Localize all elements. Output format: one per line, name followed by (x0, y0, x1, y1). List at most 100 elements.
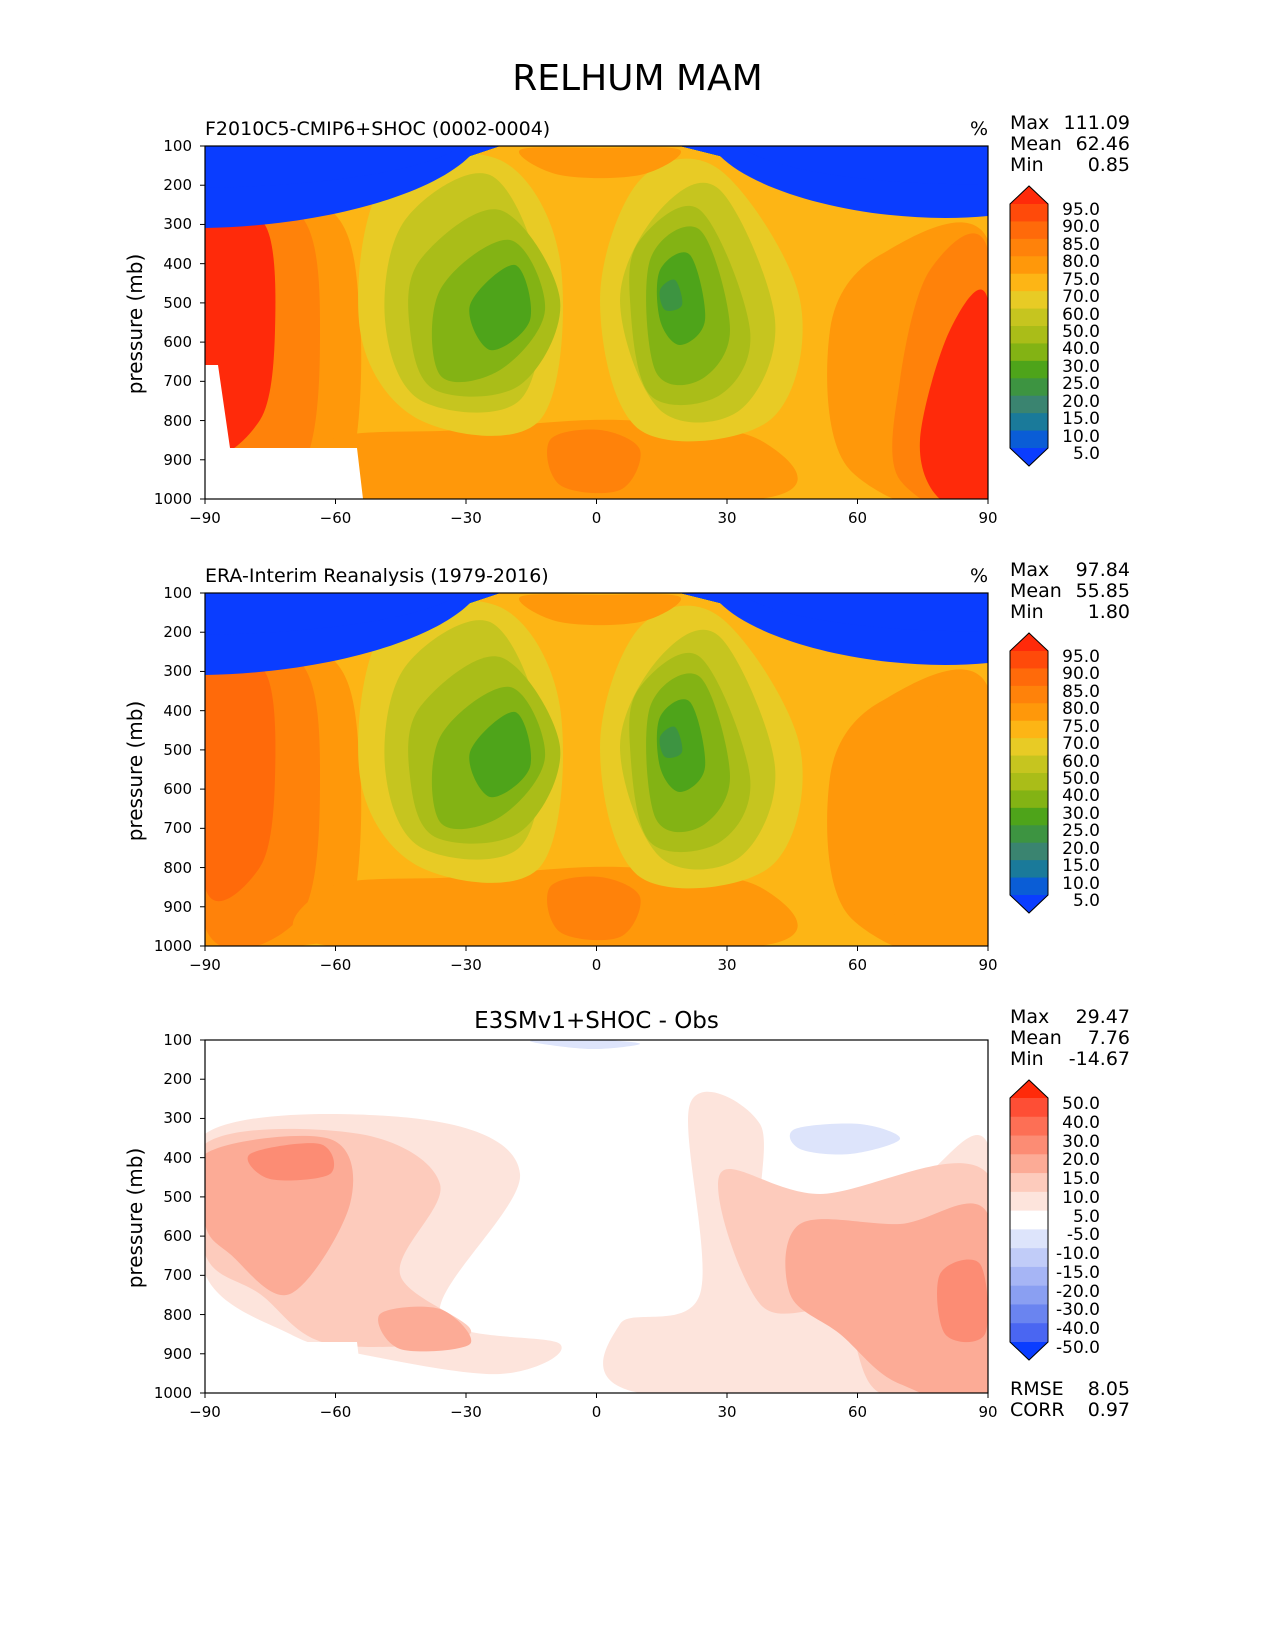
x-tick-label: 0 (591, 509, 602, 527)
colorbar-label: 10.0 (1062, 873, 1100, 894)
y-tick-label: 300 (163, 1109, 192, 1128)
colorbar-label: 95.0 (1062, 647, 1100, 667)
colorbar-segment (1010, 1173, 1048, 1193)
colorbar-label: 5.0 (1072, 444, 1100, 464)
stat-label: Min (1010, 1048, 1044, 1070)
y-tick-label: 700 (163, 819, 192, 838)
stat-value: 97.84 (1075, 559, 1130, 581)
y-tick-label: 1000 (153, 937, 192, 955)
colorbar-segment (1010, 720, 1048, 739)
y-tick-label: 700 (163, 372, 192, 391)
colorbar-extend-max (1010, 633, 1048, 651)
metric-corr: CORR 0.97 (1010, 1399, 1130, 1421)
colorbar-label: 40.0 (1062, 786, 1100, 807)
y-tick-label: 900 (163, 897, 192, 916)
x-tick-label: 60 (847, 509, 868, 527)
colorbar-extend-min (1010, 895, 1048, 913)
colorbar-label: 70.0 (1062, 734, 1100, 755)
colorbar-extend-max (1010, 1080, 1048, 1098)
colorbar-outline (1009, 1079, 1049, 1361)
y-tick-label: 100 (163, 137, 192, 155)
colorbar-label: 20.0 (1062, 838, 1100, 859)
colorbar-segment (1010, 651, 1048, 669)
colorbar-segment (1010, 221, 1048, 240)
stat-label: Mean (1010, 580, 1062, 602)
stat-value: 55.85 (1075, 580, 1130, 602)
colorbar-segment (1010, 238, 1048, 257)
y-tick-label: 600 (163, 333, 192, 352)
colorbar-label: 25.0 (1062, 374, 1100, 395)
x-tick-label: 60 (847, 1403, 868, 1421)
colorbar-segment (1010, 326, 1048, 344)
stat-value: 29.47 (1075, 1006, 1130, 1028)
colorbar-segment (1010, 1210, 1048, 1230)
colorbar-label: 50.0 (1062, 769, 1100, 789)
y-tick-label: 200 (163, 623, 192, 642)
contour-field (205, 1040, 988, 1393)
x-tick-label: −90 (189, 956, 221, 974)
colorbar-segment (1010, 703, 1048, 722)
colorbar-segment (1010, 291, 1048, 310)
chart-panel-1: F2010C5-CMIP6+SHOC (0002-0004)% Max 111.09… (0, 0, 1275, 527)
colorbar-segment (1010, 1323, 1048, 1343)
colorbar-label: 10.0 (1062, 1187, 1100, 1208)
colorbar-label: 85.0 (1062, 234, 1100, 255)
colorbar-label: 95.0 (1062, 200, 1100, 220)
colorbar-segment (1010, 430, 1048, 449)
colorbar-segment (1010, 860, 1048, 879)
contour-field (205, 593, 988, 946)
colorbar-segment (1010, 1191, 1048, 1212)
colorbar-label: -30.0 (1056, 1300, 1100, 1321)
stat-label: Max (1010, 112, 1050, 134)
stat-value: 7.76 (1087, 1027, 1130, 1049)
colorbar-segment (1010, 1154, 1048, 1174)
x-tick-label: −90 (189, 509, 221, 527)
y-tick-label: 1000 (153, 490, 192, 508)
y-tick-label: 700 (163, 1266, 192, 1285)
colorbar-segment (1010, 1266, 1048, 1287)
stat-mean: Mean 7.76 (1010, 1027, 1130, 1049)
panel-title: F2010C5-CMIP6+SHOC (0002-0004) (205, 118, 551, 140)
y-tick-label: 500 (163, 1187, 192, 1206)
x-tick-label: −30 (450, 956, 482, 974)
colorbar-label: 80.0 (1062, 699, 1100, 720)
x-tick-label: 90 (978, 1403, 998, 1421)
colorbar-label: 30.0 (1062, 356, 1100, 377)
colorbar (1009, 185, 1049, 467)
colorbar-segment (1010, 807, 1048, 826)
x-tick-label: 60 (847, 956, 868, 974)
contour-field (205, 146, 988, 499)
stat-label: Max (1010, 1006, 1050, 1028)
colorbar-label: 25.0 (1062, 821, 1100, 842)
y-tick-label: 200 (163, 176, 192, 195)
x-tick-label: 0 (591, 1403, 602, 1421)
colorbar-label: 20.0 (1062, 391, 1100, 412)
colorbar-label: 60.0 (1062, 304, 1100, 325)
colorbar-label: -10.0 (1056, 1244, 1100, 1265)
y-tick-label: 400 (163, 1148, 192, 1167)
stat-value: 62.46 (1075, 133, 1130, 155)
chart-panel-2: ERA-Interim Reanalysis (1979-2016)% Max 97… (0, 447, 1275, 974)
x-tick-label: −30 (450, 1403, 482, 1421)
stat-label: Mean (1010, 1027, 1062, 1049)
colorbar-label: 40.0 (1062, 1112, 1100, 1133)
colorbar-label: 75.0 (1062, 269, 1100, 290)
figure-title: RELHUM MAM (512, 58, 763, 99)
colorbar-label: 5.0 (1072, 1206, 1100, 1227)
colorbar-label: 15.0 (1062, 856, 1100, 877)
colorbar-label: 30.0 (1062, 1131, 1100, 1152)
x-tick-label: 90 (978, 956, 998, 974)
colorbar-segment (1010, 378, 1048, 397)
colorbar-segment (1010, 1098, 1048, 1118)
y-tick-label: 400 (163, 254, 192, 273)
y-tick-label: 300 (163, 215, 192, 234)
colorbar (1009, 1079, 1049, 1361)
colorbar-segment (1010, 1229, 1048, 1249)
colorbar-label: -50.0 (1056, 1338, 1100, 1358)
colorbar-segment (1010, 685, 1048, 704)
units-label: % (970, 118, 989, 140)
panel-title: ERA-Interim Reanalysis (1979-2016) (205, 565, 549, 587)
stat-max: Max 29.47 (1010, 1006, 1130, 1028)
x-tick-label: −30 (450, 509, 482, 527)
stat-max: Max 97.84 (1010, 559, 1130, 581)
